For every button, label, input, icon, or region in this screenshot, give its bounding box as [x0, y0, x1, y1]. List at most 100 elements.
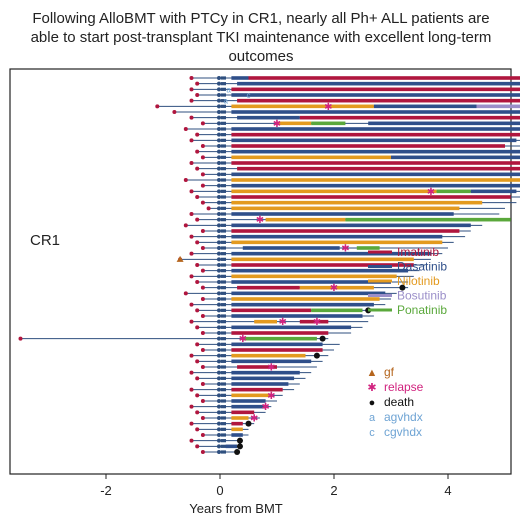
- start-marker: [195, 132, 200, 137]
- x-tick-label: -2: [100, 483, 112, 498]
- start-marker: [189, 404, 194, 409]
- patient-row: [189, 251, 443, 256]
- y-axis-label: CR1: [30, 232, 60, 249]
- start-marker: [195, 240, 200, 245]
- transplant-marker: [217, 229, 221, 233]
- start-marker: [195, 410, 200, 415]
- relapse-marker: ✱: [239, 334, 247, 345]
- pre-tki-segment: [221, 308, 226, 312]
- transplant-marker: [217, 257, 221, 262]
- x-axis-label: Years from BMT: [189, 501, 282, 516]
- patient-row: [172, 110, 520, 114]
- transplant-marker: [217, 438, 221, 443]
- transplant-marker: [217, 110, 221, 114]
- pre-tki-segment: [221, 269, 226, 273]
- pre-tki-segment: [221, 297, 226, 301]
- agvhd-marker: a: [223, 97, 228, 106]
- pre-tki-segment: [221, 167, 226, 171]
- transplant-marker: [217, 302, 221, 307]
- transplant-marker: [217, 234, 221, 239]
- pre-tki-segment: [221, 246, 226, 250]
- pre-tki-segment: [221, 393, 226, 397]
- start-marker: [189, 438, 194, 443]
- transplant-marker: [217, 144, 221, 148]
- transplant-marker: [217, 421, 221, 426]
- pre-tki-segment: [221, 376, 226, 380]
- patient-row: ✱: [200, 283, 409, 294]
- pre-tki-segment: [221, 286, 226, 290]
- patient-row: [195, 240, 454, 245]
- tki-segment-imatinib: [237, 365, 277, 369]
- x-tick-label: 2: [330, 483, 337, 498]
- start-marker: [195, 166, 200, 171]
- transplant-marker: [217, 393, 221, 398]
- patient-row: [195, 376, 306, 381]
- pre-tki-segment: [221, 93, 226, 97]
- tki-segment-nilotinib: [231, 240, 443, 245]
- start-marker: [18, 336, 23, 341]
- tki-segment-imatinib: [231, 387, 283, 392]
- relapse-marker: ✱: [341, 244, 349, 255]
- patient-row: [200, 229, 471, 233]
- patient-row: [200, 382, 300, 386]
- pre-tki-segment: [221, 325, 226, 329]
- pre-tki-segment: [221, 274, 226, 278]
- transplant-marker: [217, 161, 221, 165]
- pre-tki-segment: [221, 127, 226, 131]
- start-marker: [200, 246, 205, 250]
- drug-legend: ImatinibDasatinibNilotinibBosutinibPonat…: [368, 245, 447, 317]
- start-marker: [195, 427, 200, 432]
- start-marker: [195, 195, 200, 199]
- pre-tki-segment: [221, 195, 226, 199]
- pre-tki-segment: [221, 172, 226, 176]
- transplant-marker: [217, 319, 221, 324]
- pre-tki-segment: [221, 121, 226, 125]
- legend-label-bosutinib: Bosutinib: [397, 289, 447, 303]
- patient-row: a: [189, 97, 520, 106]
- patient-row: [200, 172, 520, 177]
- transplant-marker: [217, 149, 221, 154]
- tki-segment-nilotinib: [231, 257, 414, 262]
- transplant-marker: [217, 342, 221, 347]
- transplant-marker: [217, 450, 221, 454]
- tki-segment-imatinib: [237, 285, 300, 290]
- patient-row: [183, 223, 483, 228]
- patient-row: [189, 161, 520, 165]
- patient-row: ✱: [200, 363, 317, 374]
- event-legend-marker-death: ●: [369, 397, 376, 409]
- start-marker: [155, 104, 160, 109]
- transplant-marker: [217, 297, 221, 301]
- pre-tki-segment: [221, 150, 226, 154]
- tki-segment-dasatinib: [242, 246, 340, 250]
- x-tick-label: 0: [216, 483, 223, 498]
- patient-row: ✱: [195, 149, 520, 154]
- patient-row: ✱: [200, 119, 520, 130]
- tki-segment-nilotinib: [231, 155, 391, 160]
- tki-segment-ponatinib: [436, 189, 471, 194]
- event-legend-marker-relapse: ✱: [367, 382, 376, 394]
- transplant-marker: [217, 291, 221, 296]
- start-marker: [172, 110, 177, 114]
- patient-row: [183, 127, 520, 131]
- tki-segment-dasatinib: [237, 115, 300, 120]
- transplant-marker: [217, 348, 221, 352]
- tki-segment-nilotinib: [231, 427, 243, 432]
- tki-segment-imatinib: [299, 319, 329, 324]
- pre-tki-segment: [221, 359, 226, 363]
- tki-segment-imatinib: [299, 115, 520, 120]
- start-marker: [200, 399, 205, 403]
- patient-row: [183, 291, 397, 296]
- pre-tki-segment: [221, 427, 226, 431]
- patient-row: [200, 297, 391, 301]
- tki-segment-imatinib: [231, 195, 511, 199]
- event-legend-label-cgvhdx: cgvhdx: [384, 425, 422, 439]
- patient-row: [195, 359, 323, 364]
- pre-tki-segment: [221, 218, 226, 222]
- pre-tki-segment: [221, 82, 226, 86]
- chart-title-line-3: outcomes: [228, 48, 293, 65]
- patient-row: [195, 427, 249, 432]
- patient-row: [195, 410, 266, 415]
- pre-tki-segment: [221, 410, 226, 414]
- transplant-marker: [217, 217, 221, 222]
